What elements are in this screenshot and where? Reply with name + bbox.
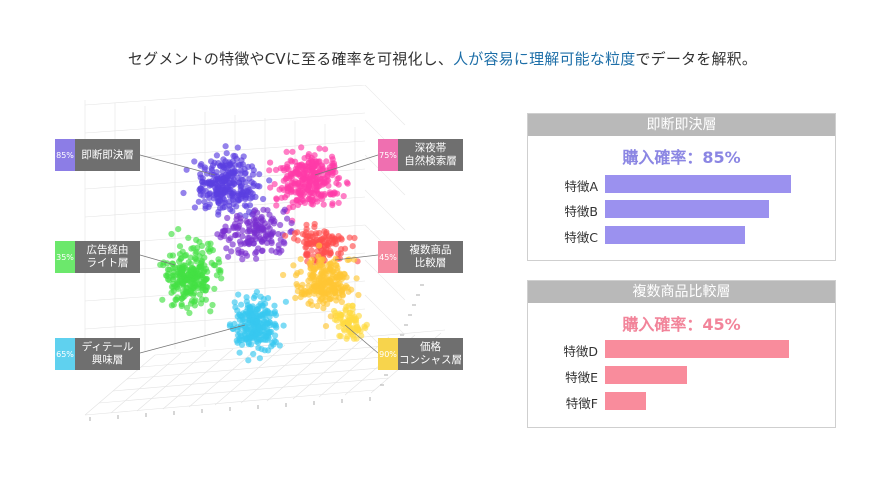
- feature-name: 特徴A: [564, 179, 598, 194]
- segment-name: ディテール 興味層: [81, 341, 134, 366]
- segment-pct: 65%: [55, 338, 75, 370]
- segment-pct: 85%: [55, 139, 75, 171]
- segment-name: 即断即決層: [81, 148, 134, 161]
- segment-scatter-3d: [45, 85, 485, 445]
- feature-row: 特徴E: [528, 366, 833, 385]
- segment-name: 深夜帯 自然検索層: [404, 142, 457, 167]
- panel-compare-segment: 複数商品比較層 購入確率：45% 特徴D 特徴E 特徴F: [527, 280, 836, 428]
- segment-pct: 75%: [378, 139, 398, 171]
- feature-row: 特徴C: [528, 226, 833, 245]
- headline-text-after: でデータを解釈。: [635, 50, 758, 68]
- headline: セグメントの特徴やCVに至る確率を可視化し、人が容易に理解可能な粒度でデータを解…: [0, 48, 885, 69]
- segment-pct: 45%: [378, 241, 398, 273]
- segment-pct: 90%: [378, 338, 398, 370]
- feature-name: 特徴F: [565, 396, 598, 411]
- feature-bar: [605, 175, 791, 193]
- segment-label-compare: 45% 複数商品 比較層: [378, 241, 463, 273]
- feature-row: 特徴B: [528, 200, 833, 219]
- segment-label-detail: 65% ディテール 興味層: [55, 338, 140, 370]
- feature-name: 特徴B: [564, 204, 598, 219]
- panel-title: 即断即決層: [528, 114, 835, 136]
- segment-label-immediate: 85% 即断即決層: [55, 139, 140, 171]
- headline-highlight: 人が容易に理解可能な粒度: [453, 50, 636, 68]
- panel-title: 複数商品比較層: [528, 281, 835, 303]
- segment-label-ad: 35% 広告経由 ライト層: [55, 241, 140, 273]
- panel-immediate-segment: 即断即決層 購入確率：85% 特徴A 特徴B 特徴C: [527, 113, 836, 261]
- headline-text-before: セグメントの特徴やCVに至る確率を可視化し、: [127, 50, 454, 68]
- feature-row: 特徴F: [528, 392, 833, 411]
- feature-name: 特徴C: [564, 230, 598, 245]
- purchase-probability: 購入確率：45%: [622, 315, 741, 334]
- segment-label-midnight: 75% 深夜帯 自然検索層: [378, 139, 463, 171]
- scatter-points: [157, 143, 370, 364]
- feature-bar: [605, 226, 745, 244]
- segment-pct: 35%: [55, 241, 75, 273]
- feature-row: 特徴A: [528, 175, 833, 194]
- feature-bar: [605, 366, 687, 384]
- segment-name: 複数商品 比較層: [409, 244, 452, 269]
- segment-label-price: 90% 価格 コンシャス層: [378, 338, 463, 370]
- feature-bar: [605, 200, 769, 218]
- segment-name: 価格 コンシャス層: [399, 341, 462, 366]
- label-leader-lines: [139, 154, 379, 354]
- purchase-probability: 購入確率：85%: [622, 148, 741, 167]
- feature-bar: [605, 340, 789, 358]
- feature-bar: [605, 392, 646, 410]
- segment-name: 広告経由 ライト層: [86, 244, 129, 269]
- feature-row: 特徴D: [528, 340, 833, 359]
- scatter-plot: [84, 85, 446, 421]
- feature-name: 特徴E: [565, 370, 598, 385]
- feature-name: 特徴D: [563, 344, 598, 359]
